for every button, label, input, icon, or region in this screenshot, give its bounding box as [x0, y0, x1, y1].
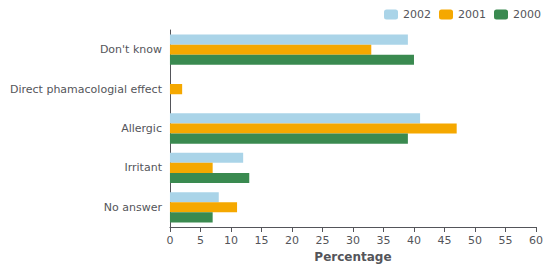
svg-text:25: 25 [315, 234, 329, 247]
svg-text:40: 40 [407, 234, 421, 247]
svg-text:2001: 2001 [458, 8, 486, 21]
svg-text:2000: 2000 [513, 8, 541, 21]
svg-text:Direct phamacologial effect: Direct phamacologial effect [10, 83, 163, 96]
svg-text:45: 45 [437, 234, 451, 247]
svg-text:15: 15 [254, 234, 268, 247]
svg-text:35: 35 [376, 234, 390, 247]
svg-text:60: 60 [529, 234, 543, 247]
svg-text:10: 10 [224, 234, 238, 247]
svg-text:Percentage: Percentage [314, 250, 391, 264]
svg-text:Allergic: Allergic [121, 122, 162, 135]
svg-text:30: 30 [346, 234, 360, 247]
svg-text:No answer: No answer [104, 201, 163, 214]
svg-text:0: 0 [166, 234, 173, 247]
svg-text:20: 20 [285, 234, 299, 247]
svg-text:55: 55 [498, 234, 512, 247]
svg-text:Don't know: Don't know [100, 43, 162, 56]
svg-text:2002: 2002 [403, 8, 431, 21]
svg-text:50: 50 [468, 234, 482, 247]
svg-text:5: 5 [197, 234, 204, 247]
svg-text:Irritant: Irritant [124, 161, 162, 174]
